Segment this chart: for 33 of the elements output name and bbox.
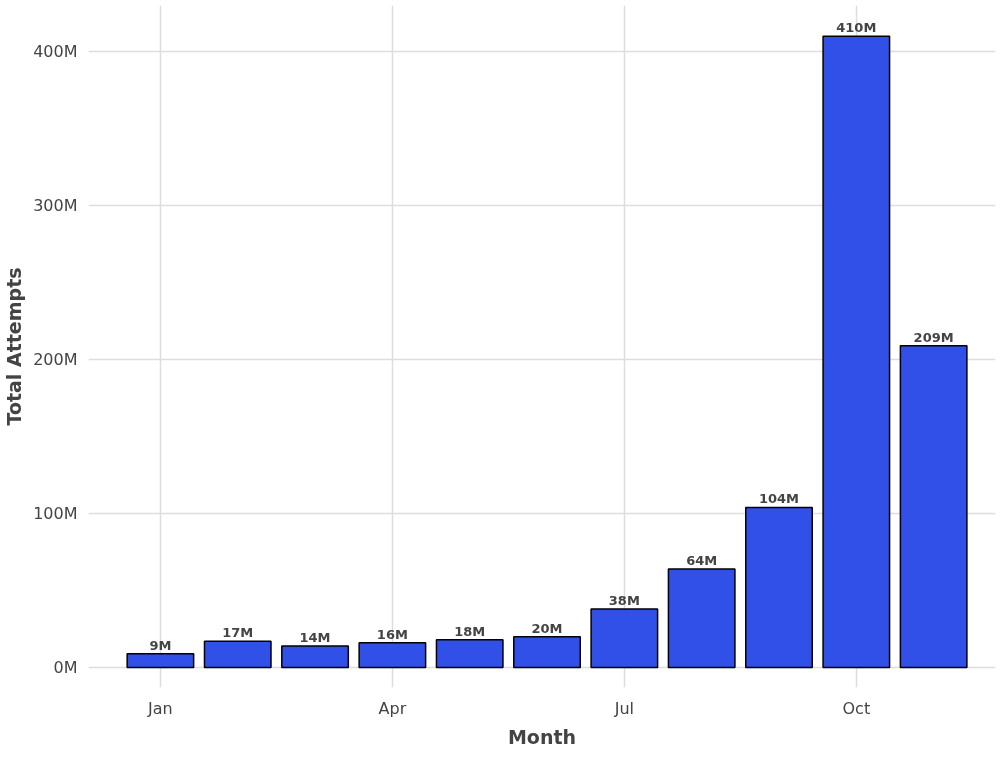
bar xyxy=(513,635,582,669)
bar xyxy=(590,608,659,669)
data-label: 17M xyxy=(222,625,254,641)
data-label: 9M xyxy=(149,637,172,653)
y-tick-label: 200M xyxy=(33,350,78,370)
bar xyxy=(899,344,968,669)
y-axis-title: Total Attempts xyxy=(3,267,26,426)
data-label: 18M xyxy=(454,623,486,639)
x-tick-label: Jul xyxy=(613,698,635,718)
bar xyxy=(281,645,350,669)
bar xyxy=(667,568,736,669)
y-tick-label: 300M xyxy=(33,196,78,216)
data-label: 16M xyxy=(376,626,408,642)
x-axis-title: Month xyxy=(507,725,577,748)
bar xyxy=(745,506,813,669)
data-label: 20M xyxy=(531,620,563,636)
bar xyxy=(358,642,427,669)
data-label: 209M xyxy=(913,329,954,345)
y-tick-label: 400M xyxy=(33,42,78,62)
data-label: 104M xyxy=(758,491,800,507)
y-tick-label: 100M xyxy=(33,504,78,524)
data-label: 410M xyxy=(836,20,877,36)
y-tick-label: 0M xyxy=(53,657,78,677)
data-label: 14M xyxy=(299,629,331,645)
x-tick-label: Apr xyxy=(378,698,407,718)
data-label: 38M xyxy=(608,592,640,608)
data-label: 64M xyxy=(686,552,718,568)
bar xyxy=(822,35,891,669)
x-tick-label: Jan xyxy=(147,698,173,718)
bar xyxy=(203,640,272,669)
x-tick-label: Oct xyxy=(842,698,871,718)
bar xyxy=(126,652,195,669)
bar xyxy=(435,639,504,669)
